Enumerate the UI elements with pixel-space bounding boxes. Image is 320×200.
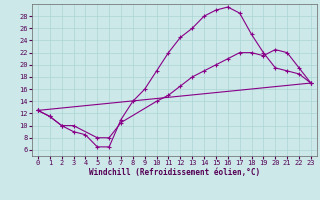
X-axis label: Windchill (Refroidissement éolien,°C): Windchill (Refroidissement éolien,°C) xyxy=(89,168,260,177)
